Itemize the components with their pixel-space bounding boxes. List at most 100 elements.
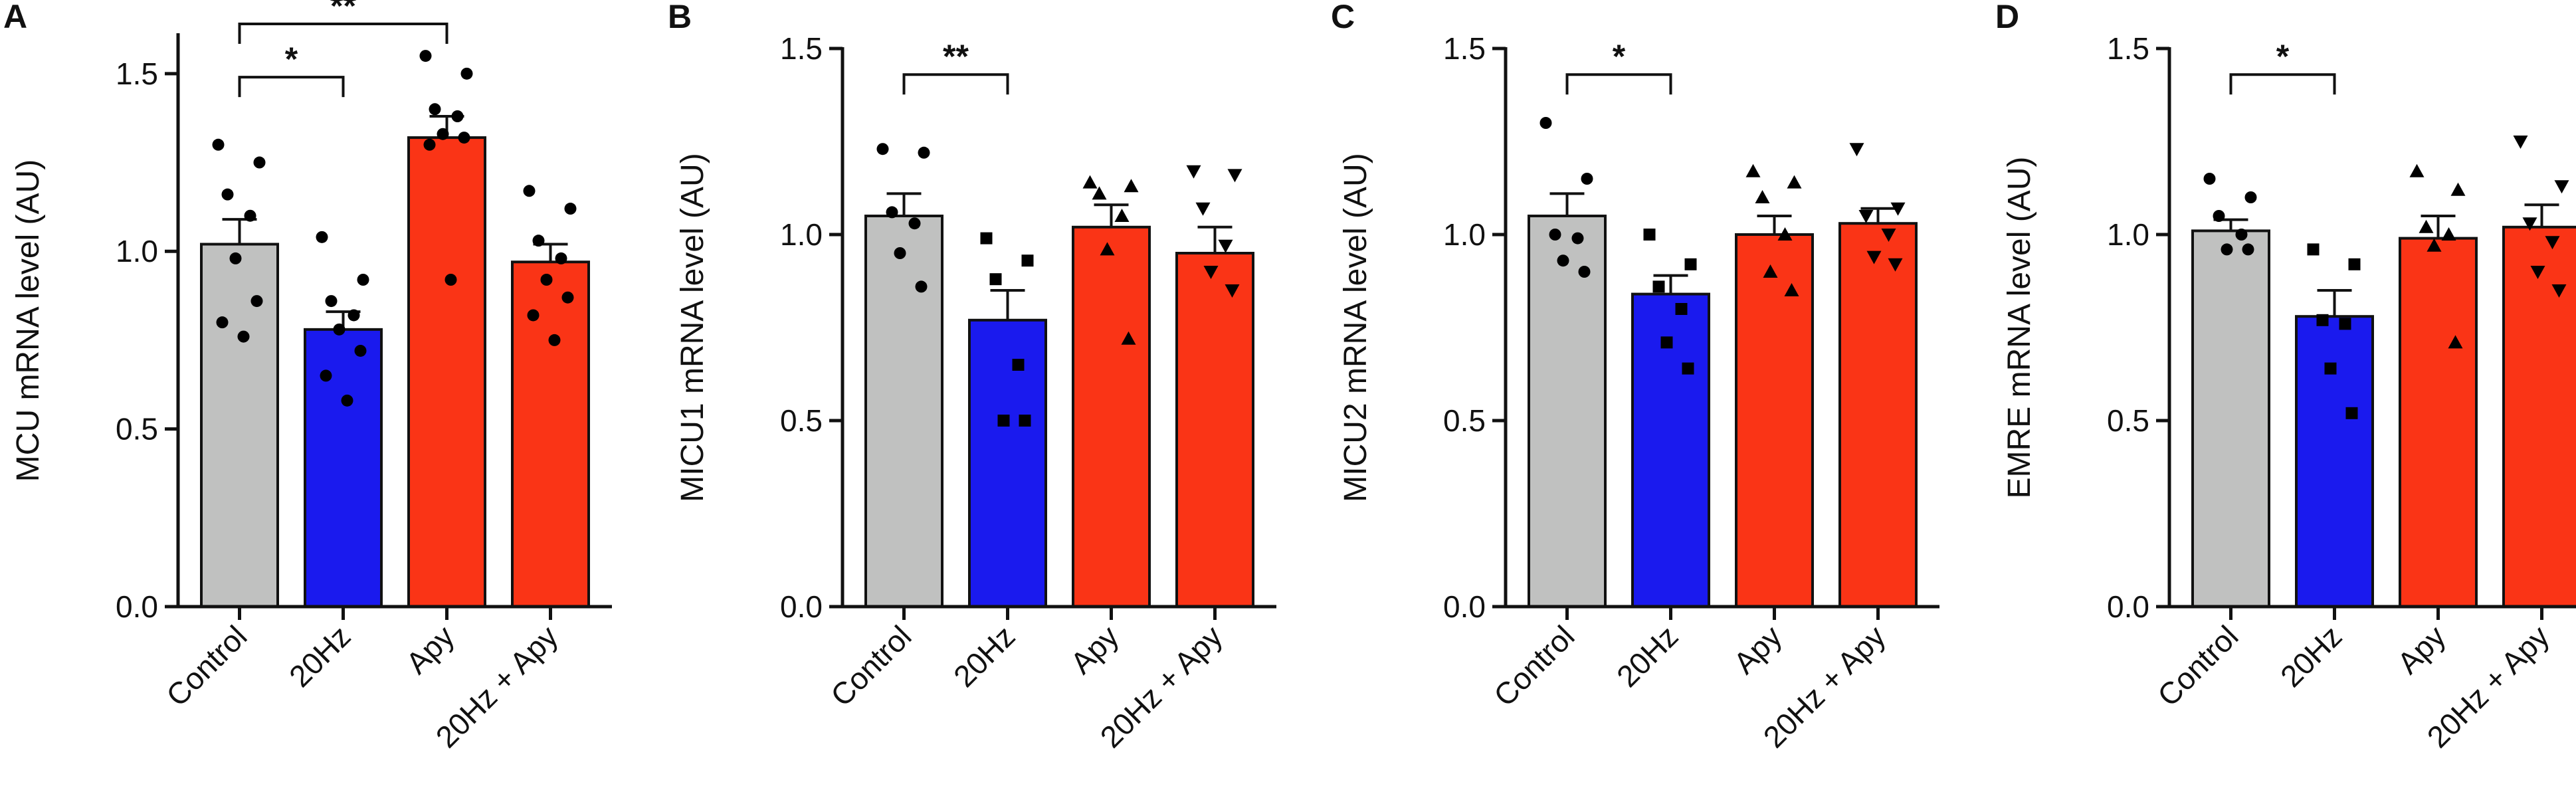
bar-20hz xyxy=(968,318,1047,608)
data-point xyxy=(886,206,898,219)
data-point xyxy=(2213,210,2225,222)
data-point xyxy=(2221,243,2233,256)
data-point xyxy=(2450,182,2466,196)
data-point xyxy=(1225,284,1240,298)
significance-bracket xyxy=(2229,73,2336,95)
bar-control xyxy=(1528,215,1607,608)
data-point xyxy=(2522,217,2537,231)
data-point xyxy=(216,316,229,329)
data-point xyxy=(997,415,1010,427)
data-point xyxy=(445,274,457,286)
data-point xyxy=(316,231,328,243)
data-point xyxy=(915,280,928,293)
bar-apy xyxy=(1072,225,1151,608)
data-point xyxy=(1643,229,1656,241)
significance-bracket xyxy=(902,73,1009,95)
data-point xyxy=(1881,229,1896,242)
bar-control xyxy=(864,215,943,608)
bar-20hz xyxy=(2295,315,2374,608)
data-point xyxy=(1227,169,1242,183)
y-tick-label: 1.5 xyxy=(2107,31,2149,66)
data-point xyxy=(1195,202,1211,216)
y-axis-label: MICU2 mRNA level (AU) xyxy=(1338,153,1373,502)
data-point xyxy=(1888,258,1903,272)
significance-label: * xyxy=(2276,38,2290,75)
data-point xyxy=(1121,331,1136,345)
data-point xyxy=(2345,407,2358,419)
data-point xyxy=(1114,209,1130,222)
data-point xyxy=(2244,191,2257,203)
data-point xyxy=(1890,202,1906,216)
panel-letter: A xyxy=(3,0,27,35)
data-point xyxy=(1849,143,1864,157)
data-point xyxy=(1186,165,1201,179)
panel-letter: B xyxy=(668,0,692,35)
data-point xyxy=(1571,232,1584,245)
data-point xyxy=(1675,303,1688,315)
data-point xyxy=(1787,175,1802,189)
panel-letter: D xyxy=(1995,0,2019,35)
data-point xyxy=(2324,362,2337,375)
data-point xyxy=(876,143,889,155)
data-point xyxy=(1682,362,1694,375)
data-point xyxy=(237,330,250,343)
y-tick-label: 0.0 xyxy=(1443,589,1486,624)
data-point xyxy=(1019,415,1031,427)
bar-20hz_apy xyxy=(2502,225,2576,608)
data-point xyxy=(460,67,473,80)
data-point xyxy=(229,252,242,264)
y-tick-label: 0.5 xyxy=(2107,403,2149,438)
data-point xyxy=(2203,173,2216,185)
data-point xyxy=(333,323,346,336)
data-point xyxy=(2348,258,2361,270)
data-point xyxy=(2409,163,2425,177)
bar-apy xyxy=(2399,237,2478,609)
data-point xyxy=(2554,180,2569,194)
data-point xyxy=(527,309,540,322)
data-point xyxy=(540,274,553,286)
significance-bracket xyxy=(1565,73,1672,95)
y-tick-label: 1.5 xyxy=(116,56,158,91)
data-point xyxy=(1082,175,1098,189)
data-point xyxy=(1858,210,1874,223)
data-point xyxy=(2235,229,2248,241)
data-point xyxy=(1100,242,1115,256)
data-point xyxy=(1581,173,1593,185)
data-point xyxy=(2242,243,2254,256)
data-point xyxy=(564,203,577,215)
y-axis-label: MCU mRNA level (AU) xyxy=(11,159,46,482)
data-point xyxy=(347,309,360,322)
y-tick-label: 1.5 xyxy=(1443,31,1486,66)
data-point xyxy=(419,50,432,62)
data-point xyxy=(1777,227,1793,241)
data-point xyxy=(2513,136,2528,149)
y-axis-label: EMRE mRNA level (AU) xyxy=(2002,157,2037,499)
data-point xyxy=(1092,186,1107,200)
data-point xyxy=(561,291,574,304)
data-point xyxy=(1660,336,1673,349)
y-tick-label: 0.0 xyxy=(780,589,823,624)
data-point xyxy=(357,274,369,286)
data-point xyxy=(221,188,234,201)
data-point xyxy=(1021,254,1034,267)
significance-bracket xyxy=(238,22,448,44)
bar-20hz_apy xyxy=(511,260,590,608)
y-tick-label: 1.0 xyxy=(1443,217,1486,252)
data-point xyxy=(1784,283,1799,296)
data-point xyxy=(532,235,545,247)
data-point xyxy=(437,128,449,140)
data-point xyxy=(2441,227,2456,241)
data-point xyxy=(1539,117,1552,129)
bar-20hz_apy xyxy=(1838,222,1918,608)
data-point xyxy=(989,273,1002,286)
data-point xyxy=(451,110,464,122)
data-point xyxy=(548,334,561,346)
bar-apy xyxy=(1735,233,1814,608)
data-point xyxy=(253,156,266,169)
data-point xyxy=(894,247,906,259)
data-point xyxy=(320,369,332,382)
significance-bracket xyxy=(238,76,345,98)
data-point xyxy=(341,394,353,407)
data-point xyxy=(2307,243,2320,256)
